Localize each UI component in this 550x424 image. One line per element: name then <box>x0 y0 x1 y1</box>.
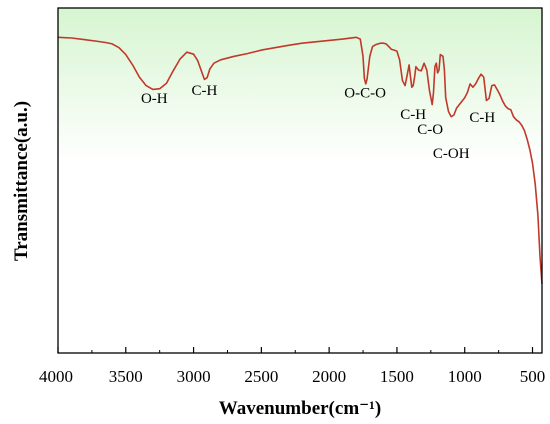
peak-label-1: C-H <box>191 83 217 99</box>
y-axis-title: Transmittance(a.u.) <box>11 101 32 261</box>
x-tick-label: 1500 <box>380 367 414 386</box>
x-tick-label: 4000 <box>39 367 73 386</box>
plot-background <box>58 8 542 353</box>
plot-frame <box>57 7 543 354</box>
peak-label-6: C-H <box>469 110 495 126</box>
x-tick-label: 3500 <box>109 367 143 386</box>
peak-label-3: C-H <box>400 107 426 123</box>
x-axis-ticks: 4000 3500 3000 2500 2000 1500 1000 500 <box>39 347 545 386</box>
peak-label-2: O-C-O <box>344 86 386 102</box>
peak-label-0: O-H <box>141 91 168 107</box>
spectrum-line-0 <box>57 36 543 285</box>
x-tick-label: 3000 <box>177 367 211 386</box>
peak-label-5: C-OH <box>433 146 470 162</box>
x-axis-title: Wavenumber(cm⁻¹) <box>219 398 381 419</box>
plot-content: O-H C-H O-C-OC-HC-OC-OHC-H <box>57 36 543 285</box>
peak-label-4: C-O <box>417 122 443 138</box>
x-tick-label: 500 <box>520 367 546 386</box>
x-tick-label: 2000 <box>312 367 346 386</box>
x-tick-label: 1000 <box>448 367 482 386</box>
x-tick-label: 2500 <box>244 367 278 386</box>
